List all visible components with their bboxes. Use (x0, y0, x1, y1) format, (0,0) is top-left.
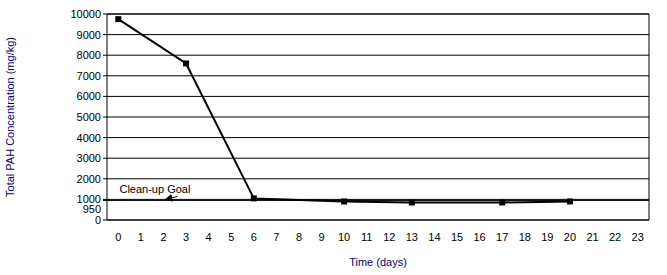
y-tick (103, 220, 107, 221)
y-tick-label: 7000 (77, 70, 101, 82)
grid-line (107, 34, 649, 35)
x-tick-label: 11 (361, 231, 372, 243)
grid-line (107, 117, 649, 118)
grid-line (107, 96, 649, 97)
y-tick (103, 117, 107, 118)
plot-right-edge (649, 14, 650, 220)
x-tick-label: 12 (383, 231, 395, 243)
y-tick (103, 199, 107, 200)
y-tick (103, 96, 107, 97)
x-tick-label: 9 (318, 231, 324, 243)
grid-line (107, 220, 649, 221)
chart: 1000090008000700060005000400030002000100… (0, 0, 667, 275)
plot-area (107, 14, 649, 220)
x-tick-label: 23 (632, 231, 644, 243)
series (115, 16, 573, 205)
x-tick-label: 1 (138, 231, 144, 243)
x-tick-label: 10 (338, 231, 350, 243)
y-tick (103, 178, 107, 179)
x-tick-label: 14 (428, 231, 440, 243)
y-tick-label: 9000 (77, 29, 101, 41)
x-tick-label: 20 (564, 231, 576, 243)
data-line (118, 19, 570, 202)
x-tick-label: 15 (451, 231, 463, 243)
y-tick (103, 137, 107, 138)
y-tick (103, 14, 107, 15)
x-tick-label: 5 (228, 231, 234, 243)
data-marker (183, 60, 189, 66)
y-tick-label: 8000 (77, 49, 101, 61)
x-tick-label: 6 (251, 231, 257, 243)
data-marker (115, 16, 121, 22)
x-axis-title: Time (days) (349, 256, 407, 268)
grid-line (107, 178, 649, 179)
y-tick (103, 55, 107, 56)
y-tick-label: 0 (95, 214, 101, 226)
x-tick-label: 8 (296, 231, 302, 243)
data-marker (567, 198, 573, 204)
y-tick-label: 6000 (77, 90, 101, 102)
y-tick (103, 158, 107, 159)
x-tick-label: 22 (609, 231, 621, 243)
x-tick-label: 0 (115, 231, 121, 243)
y-tick (103, 200, 107, 201)
x-tick-label: 4 (206, 231, 212, 243)
grid-line (107, 14, 649, 15)
plot-top-edge (107, 14, 649, 15)
x-tick-label: 21 (586, 231, 598, 243)
annotation: Clean-up Goal (119, 183, 190, 195)
data-marker (409, 199, 415, 205)
y-tick (103, 75, 107, 76)
y-tick (103, 34, 107, 35)
annotation-arrow (165, 196, 177, 199)
data-marker (499, 199, 505, 205)
y-tick-label: 5000 (77, 111, 101, 123)
x-tick-label: 17 (496, 231, 508, 243)
x-tick-label: 13 (406, 231, 418, 243)
x-tick-label: 18 (519, 231, 531, 243)
y-tick-label: 2000 (77, 173, 101, 185)
data-marker (341, 198, 347, 204)
x-tick-label: 3 (183, 231, 189, 243)
data-marker (251, 195, 257, 201)
x-tick-label: 19 (541, 231, 553, 243)
x-tick-label: 7 (273, 231, 279, 243)
y-tick-label: 4000 (77, 132, 101, 144)
grid-line (107, 158, 649, 159)
x-tick-label: 2 (160, 231, 166, 243)
grid-line (107, 75, 649, 76)
x-tick-label: 16 (474, 231, 486, 243)
grid-line (107, 55, 649, 56)
y-tick-label: 10000 (70, 8, 101, 20)
x-axis (107, 220, 649, 221)
y-axis-title: Total PAH Concentration (mg/kg) (4, 37, 16, 197)
y-tick-label: 3000 (77, 152, 101, 164)
grid-line (107, 137, 649, 138)
